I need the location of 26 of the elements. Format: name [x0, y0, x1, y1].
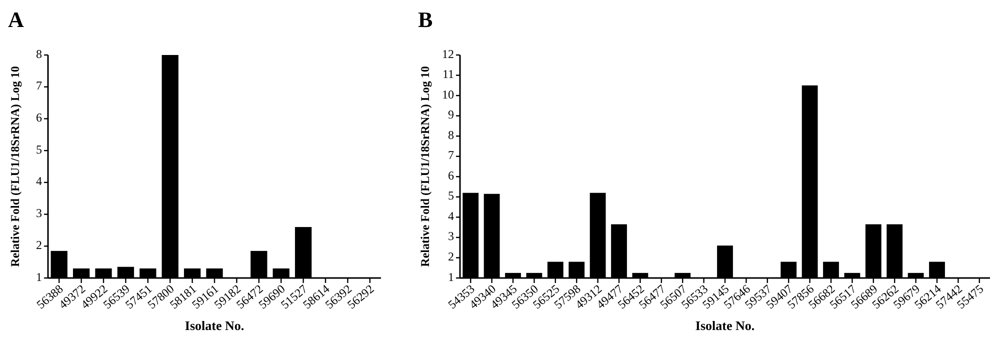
- y-tick-label: 9: [448, 108, 454, 122]
- y-tick-label: 12: [442, 46, 454, 61]
- y-tick-label: 2: [448, 249, 454, 264]
- y-tick-label: 11: [442, 67, 454, 82]
- y-tick-label: 4: [448, 208, 454, 223]
- y-tick-label: 8: [448, 128, 454, 142]
- y-tick-label: 7: [36, 78, 42, 93]
- y-tick-label: 1: [36, 270, 42, 284]
- chart-title: A: [8, 7, 24, 32]
- y-tick-label: 3: [36, 206, 42, 220]
- y-tick-label: 6: [448, 168, 454, 182]
- y-tick-label: 5: [36, 142, 42, 156]
- y-axis-title: Relative Fold (FLU1/18SrRNA) Log 10: [418, 66, 432, 267]
- x-axis-title: Isolate No.: [695, 318, 755, 333]
- y-tick-label: 6: [36, 110, 42, 124]
- y-tick-label: 2: [36, 238, 42, 252]
- y-tick-label: 8: [36, 46, 42, 61]
- y-tick-label: 5: [448, 188, 454, 203]
- y-tick-label: 1: [448, 270, 454, 284]
- y-tick-label: 4: [36, 174, 42, 188]
- chart-title: B: [418, 7, 433, 32]
- y-tick-label: 7: [448, 148, 454, 162]
- y-tick-label: 3: [448, 229, 454, 244]
- y-tick-label: 10: [442, 87, 454, 102]
- y-axis-title: Relative Fold (FLU1/18SrRNA) Log 10: [8, 66, 22, 267]
- x-axis-title: Isolate No.: [184, 318, 244, 333]
